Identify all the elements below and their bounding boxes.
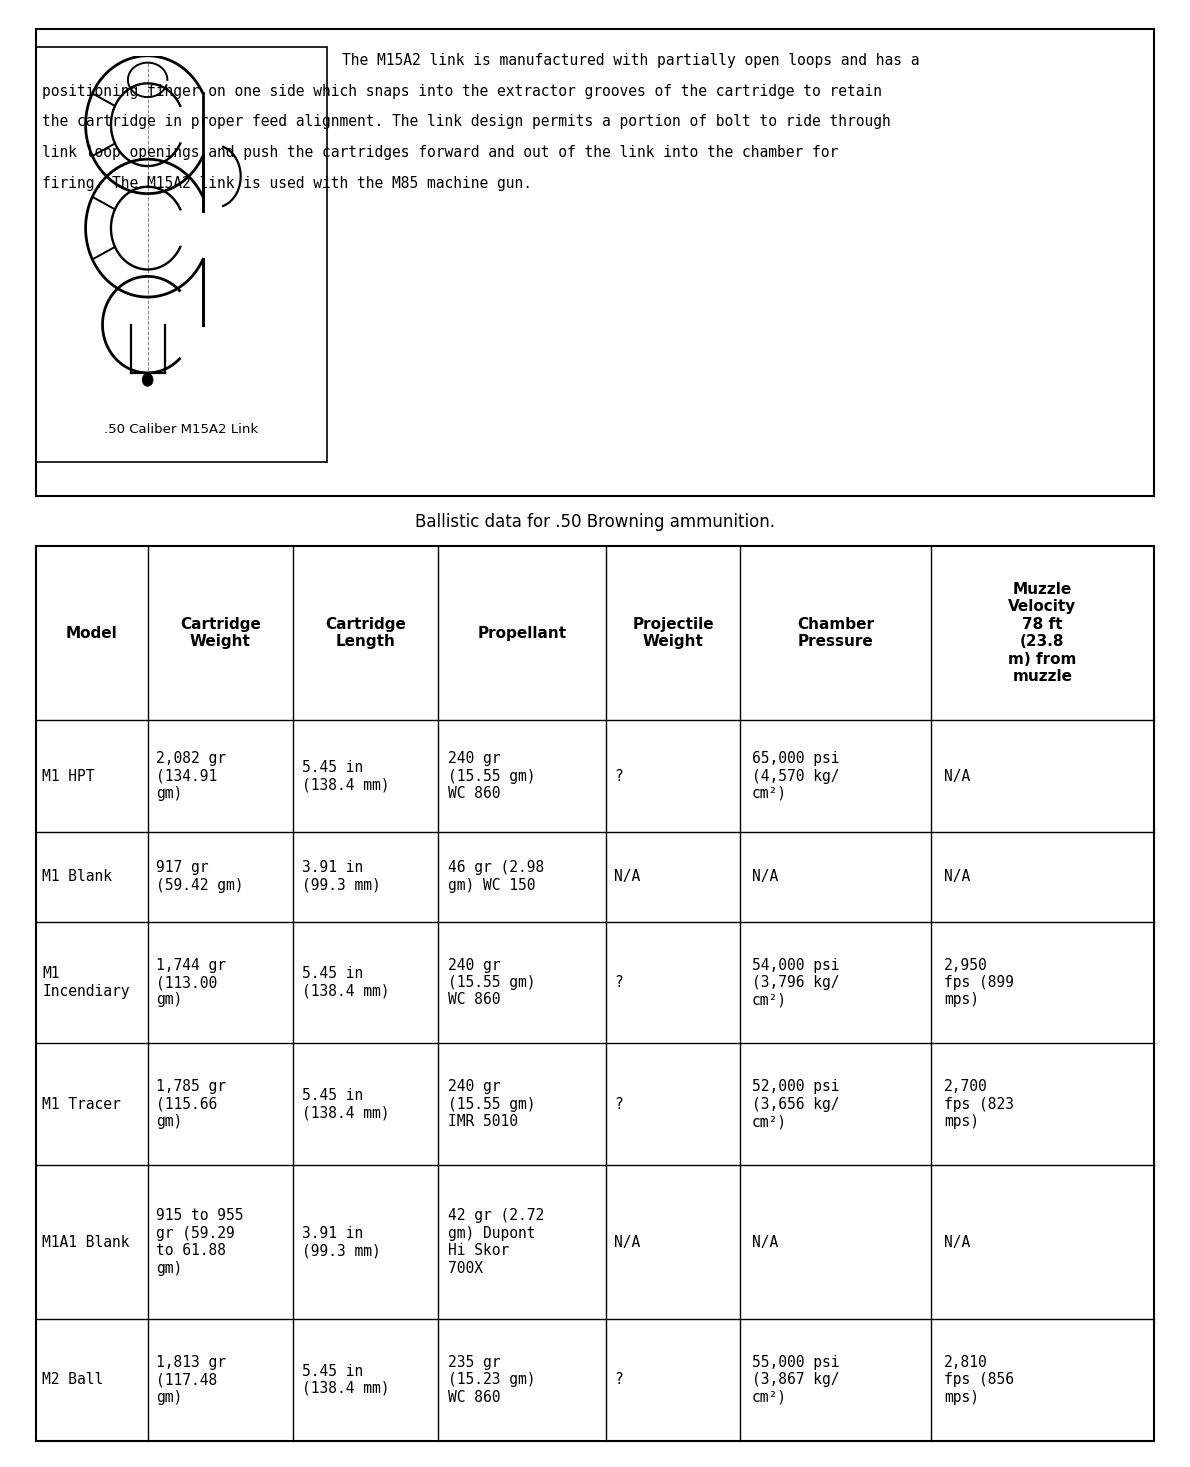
- Circle shape: [143, 374, 152, 386]
- Text: 54,000 psi
(3,796 kg/
cm²): 54,000 psi (3,796 kg/ cm²): [752, 958, 839, 1008]
- Text: N/A: N/A: [614, 868, 640, 885]
- Text: 915 to 955
gr (59.29
to 61.88
gm): 915 to 955 gr (59.29 to 61.88 gm): [156, 1209, 244, 1276]
- Text: Cartridge
Length: Cartridge Length: [325, 618, 406, 650]
- Text: the cartridge in proper feed alignment. The link design permits a portion of bol: the cartridge in proper feed alignment. …: [42, 114, 890, 129]
- Text: M1A1 Blank: M1A1 Blank: [43, 1235, 130, 1250]
- Text: N/A: N/A: [944, 769, 970, 783]
- Text: 42 gr (2.72
gm) Dupont
Hi Skor
700X: 42 gr (2.72 gm) Dupont Hi Skor 700X: [449, 1209, 545, 1276]
- Text: 917 gr
(59.42 gm): 917 gr (59.42 gm): [156, 861, 244, 893]
- Text: M1 Blank: M1 Blank: [43, 868, 112, 885]
- Text: N/A: N/A: [752, 1235, 778, 1250]
- Text: Ballistic data for .50 Browning ammunition.: Ballistic data for .50 Browning ammuniti…: [415, 513, 775, 531]
- Text: N/A: N/A: [752, 868, 778, 885]
- Text: ?: ?: [614, 1097, 624, 1112]
- Text: 235 gr
(15.23 gm)
WC 860: 235 gr (15.23 gm) WC 860: [449, 1356, 536, 1404]
- Text: 55,000 psi
(3,867 kg/
cm²): 55,000 psi (3,867 kg/ cm²): [752, 1356, 839, 1404]
- Text: 5.45 in
(138.4 mm): 5.45 in (138.4 mm): [302, 1363, 389, 1397]
- Text: 2,082 gr
(134.91
gm): 2,082 gr (134.91 gm): [156, 751, 226, 801]
- Text: 240 gr
(15.55 gm)
IMR 5010: 240 gr (15.55 gm) IMR 5010: [449, 1080, 536, 1130]
- FancyBboxPatch shape: [36, 47, 327, 462]
- Text: 2,950
fps (899
mps): 2,950 fps (899 mps): [944, 958, 1014, 1008]
- Text: M1
Incendiary: M1 Incendiary: [43, 967, 130, 999]
- Text: M2 Ball: M2 Ball: [43, 1372, 104, 1388]
- Text: ?: ?: [614, 769, 624, 783]
- Text: ?: ?: [614, 1372, 624, 1388]
- Text: 240 gr
(15.55 gm)
WC 860: 240 gr (15.55 gm) WC 860: [449, 958, 536, 1008]
- Text: 3.91 in
(99.3 mm): 3.91 in (99.3 mm): [302, 1226, 381, 1259]
- Text: 46 gr (2.98
gm) WC 150: 46 gr (2.98 gm) WC 150: [449, 861, 545, 893]
- Text: N/A: N/A: [944, 1235, 970, 1250]
- Text: Model: Model: [65, 625, 118, 641]
- Text: 2,700
fps (823
mps): 2,700 fps (823 mps): [944, 1080, 1014, 1130]
- Text: Muzzle
Velocity
78 ft
(23.8
m) from
muzzle: Muzzle Velocity 78 ft (23.8 m) from muzz…: [1008, 582, 1077, 684]
- Text: firing. The M15A2 link is used with the M85 machine gun.: firing. The M15A2 link is used with the …: [42, 176, 532, 191]
- Text: .50 Caliber M15A2 Link: .50 Caliber M15A2 Link: [105, 422, 258, 436]
- Text: 5.45 in
(138.4 mm): 5.45 in (138.4 mm): [302, 967, 389, 999]
- Text: 3.91 in
(99.3 mm): 3.91 in (99.3 mm): [302, 861, 381, 893]
- Text: ?: ?: [614, 976, 624, 990]
- Text: M1 HPT: M1 HPT: [43, 769, 95, 783]
- Text: Cartridge
Weight: Cartridge Weight: [180, 618, 261, 650]
- Text: Propellant: Propellant: [477, 625, 566, 641]
- Text: 1,813 gr
(117.48
gm): 1,813 gr (117.48 gm): [156, 1356, 226, 1404]
- Text: 240 gr
(15.55 gm)
WC 860: 240 gr (15.55 gm) WC 860: [449, 751, 536, 801]
- Text: 5.45 in
(138.4 mm): 5.45 in (138.4 mm): [302, 760, 389, 792]
- Text: positioning finger on one side which snaps into the extractor grooves of the car: positioning finger on one side which sna…: [42, 84, 882, 98]
- Text: 2,810
fps (856
mps): 2,810 fps (856 mps): [944, 1356, 1014, 1404]
- Text: 65,000 psi
(4,570 kg/
cm²): 65,000 psi (4,570 kg/ cm²): [752, 751, 839, 801]
- Text: Chamber
Pressure: Chamber Pressure: [797, 618, 873, 650]
- Text: 1,785 gr
(115.66
gm): 1,785 gr (115.66 gm): [156, 1080, 226, 1130]
- Text: 52,000 psi
(3,656 kg/
cm²): 52,000 psi (3,656 kg/ cm²): [752, 1080, 839, 1130]
- Text: N/A: N/A: [944, 868, 970, 885]
- Text: N/A: N/A: [614, 1235, 640, 1250]
- Text: 1,744 gr
(113.00
gm): 1,744 gr (113.00 gm): [156, 958, 226, 1008]
- Text: The M15A2 link is manufactured with partially open loops and has a: The M15A2 link is manufactured with part…: [342, 53, 919, 67]
- Text: M1 Tracer: M1 Tracer: [43, 1097, 121, 1112]
- Text: link loop openings and push the cartridges forward and out of the link into the : link loop openings and push the cartridg…: [42, 145, 838, 160]
- Text: 5.45 in
(138.4 mm): 5.45 in (138.4 mm): [302, 1089, 389, 1121]
- Text: Projectile
Weight: Projectile Weight: [633, 618, 714, 650]
